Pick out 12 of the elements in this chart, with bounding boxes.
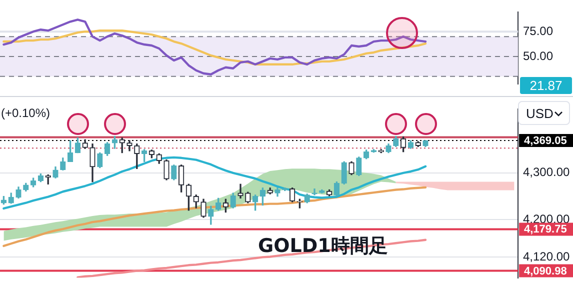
ref-line-label: 4,179.75 <box>524 224 567 236</box>
y-tick-label: 75.00 <box>523 24 554 38</box>
text: USD <box>526 106 554 120</box>
y-tick-label: 4,120.00 <box>523 250 570 264</box>
y-tick-label: 4,300.00 <box>523 165 570 180</box>
text: 21.87 <box>530 78 562 93</box>
annotation: (+0.10%) <box>1 106 50 120</box>
candlestick <box>238 184 244 199</box>
y-tick-label: 50.00 <box>523 48 554 63</box>
ref-line-label: 4,090.98 <box>524 265 567 278</box>
ref-line-label: 4,369.05 <box>524 135 567 148</box>
annotation: GOLD1時間足 <box>258 235 388 257</box>
